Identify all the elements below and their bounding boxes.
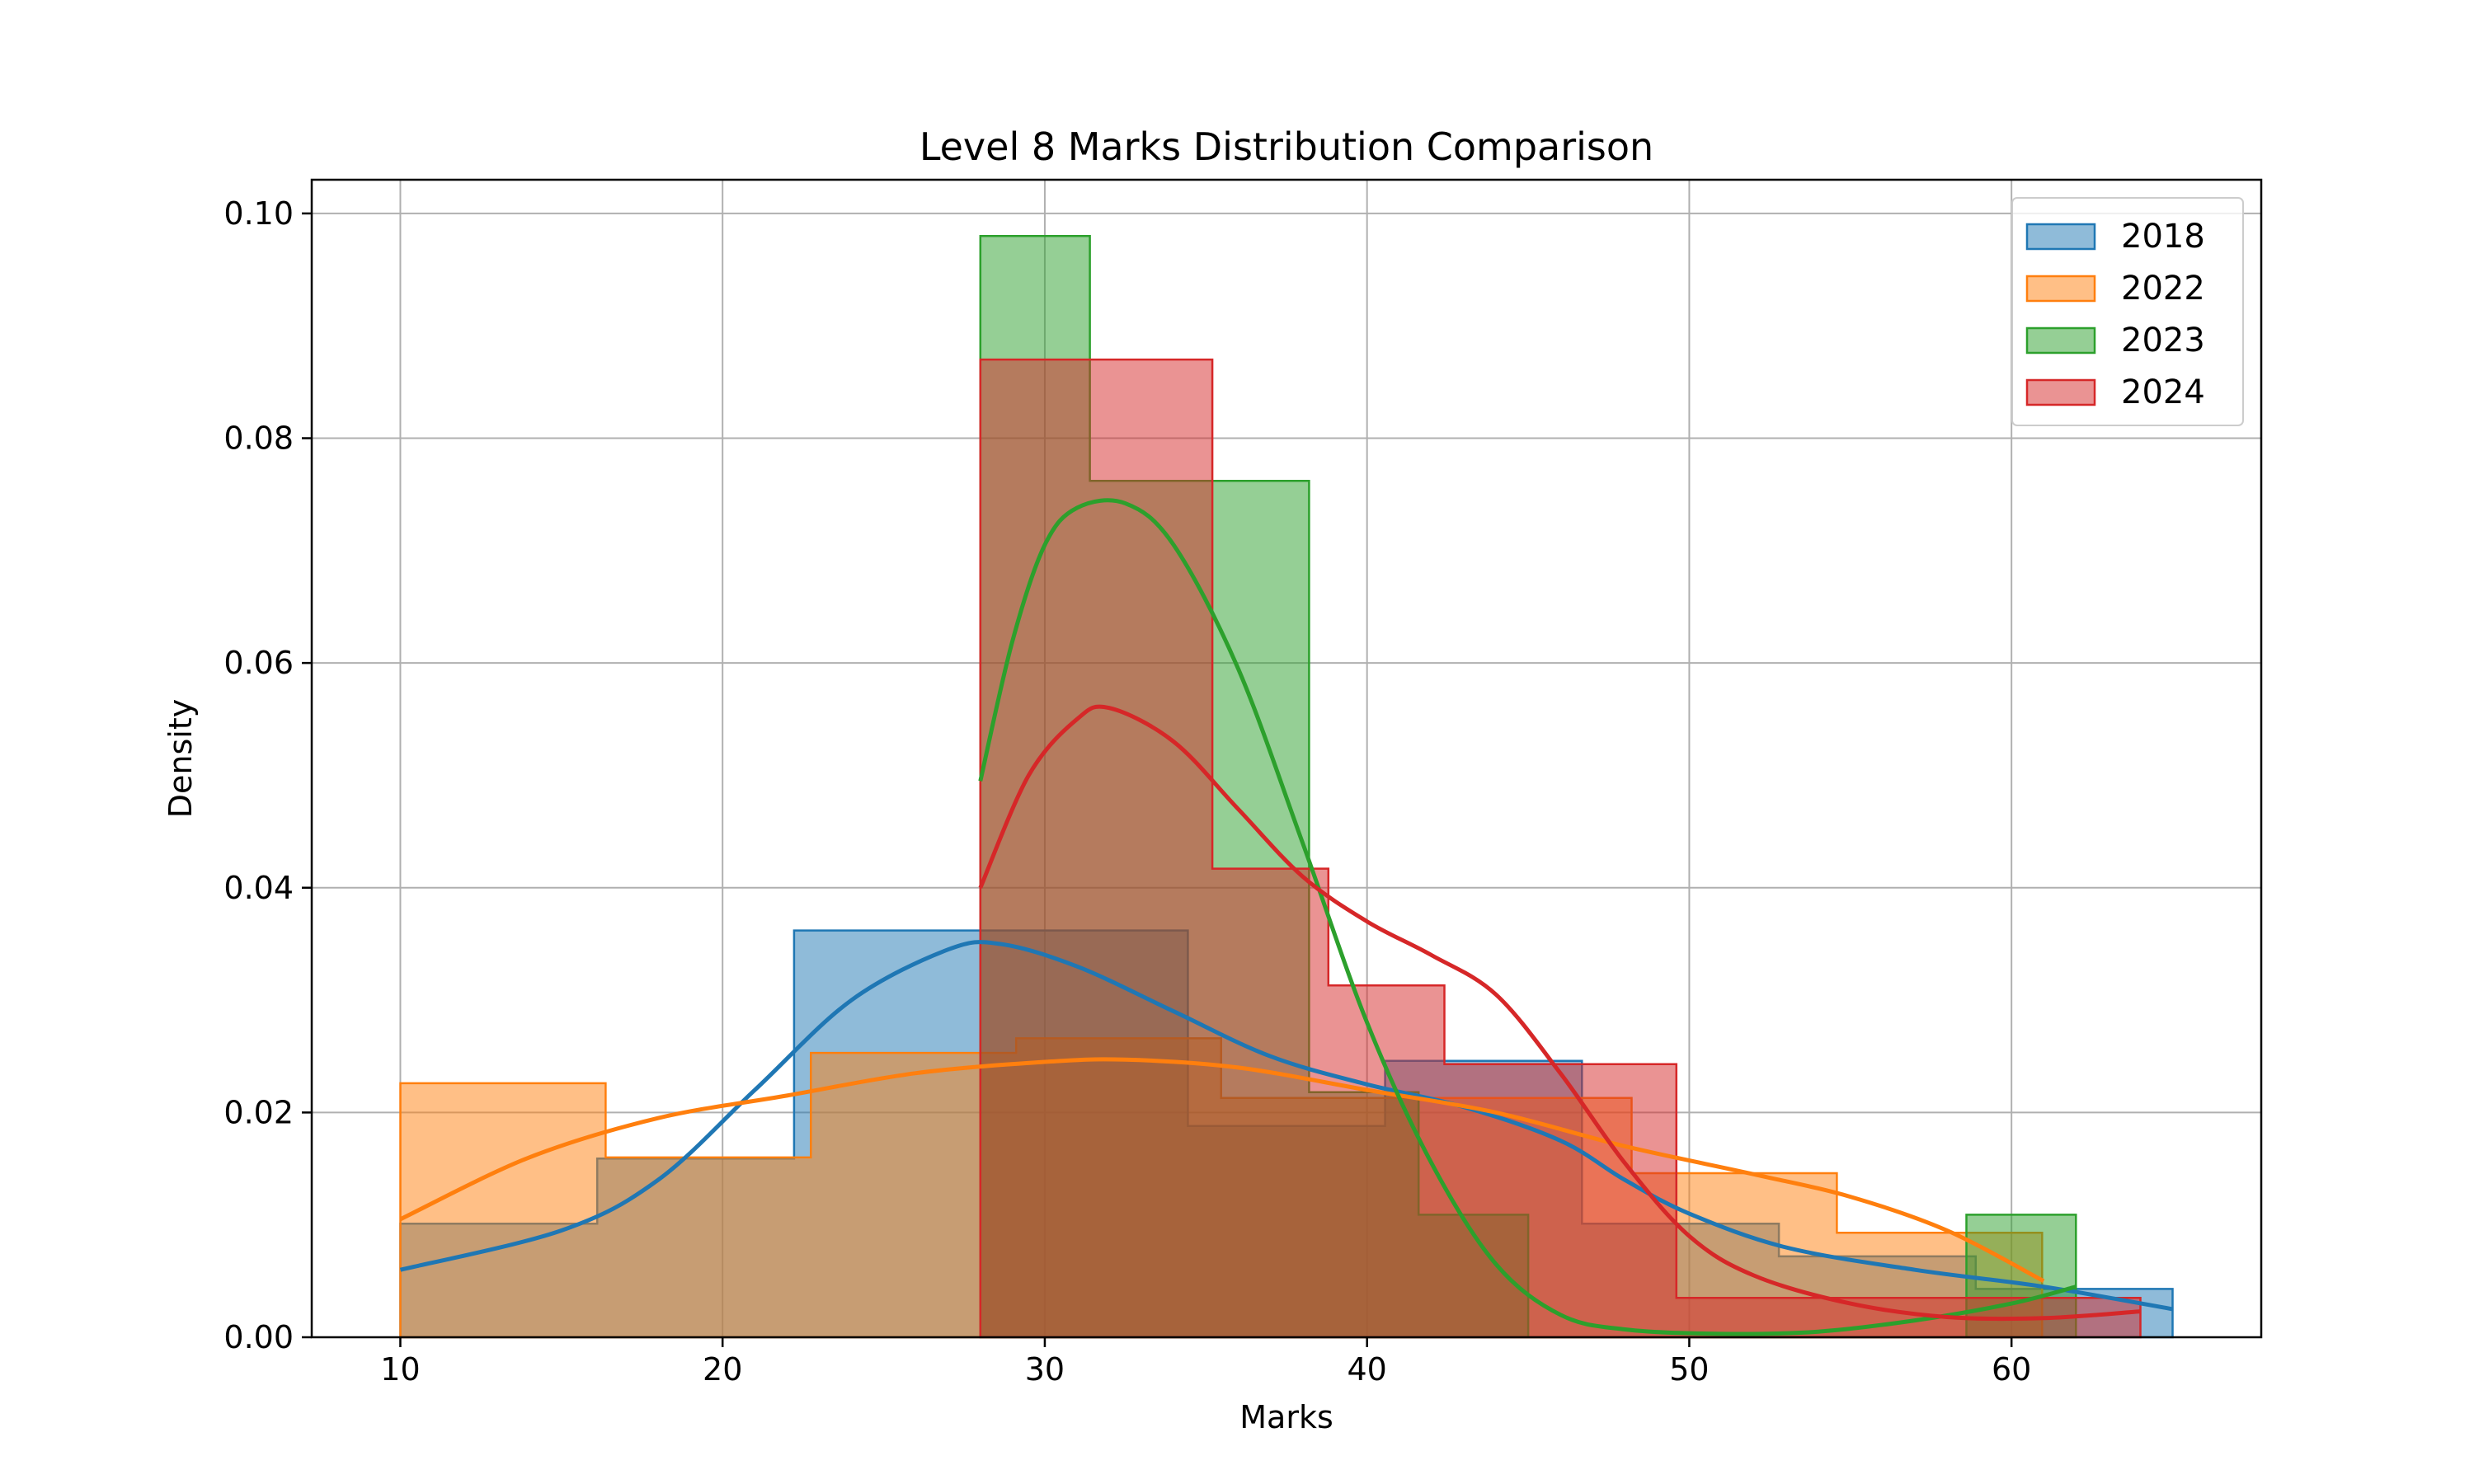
kde-line-2018 [399, 940, 2173, 1312]
chart-title: Level 8 Marks Distribution Comparison [920, 124, 1653, 169]
legend-swatch-2018 [2025, 223, 2096, 251]
x-tick-label: 30 [1025, 1351, 1065, 1388]
kde-line-2024 [978, 704, 2141, 1322]
y-tick-label: 0.04 [223, 870, 294, 906]
legend-box [2011, 197, 2244, 426]
legend-label-2023: 2023 [2121, 322, 2205, 359]
x-tick-label: 60 [1992, 1351, 2031, 1388]
series-2024-bars [979, 358, 2142, 1339]
x-axis-label: Marks [1239, 1399, 1333, 1435]
axis-ticks: 10 20 30 40 50 60 0.00 0.02 0.04 0.06 0.08 0.10 [223, 195, 2031, 1388]
legend-swatch-2023 [2025, 326, 2096, 355]
plot-frame [310, 178, 2263, 1339]
histogram-outline-2024 [979, 358, 2142, 1339]
y-tick-label: 0.08 [223, 420, 294, 457]
y-tick-label: 0.00 [223, 1319, 294, 1355]
legend-swatch-2022 [2025, 275, 2096, 303]
legend-label-2018: 2018 [2121, 218, 2205, 256]
x-tick-label: 20 [703, 1351, 742, 1388]
legend-swatch-2024 [2025, 378, 2096, 406]
kde-line-2022 [399, 1057, 2045, 1284]
y-axis-label: Density [162, 699, 199, 818]
y-tick-label: 0.10 [223, 195, 294, 232]
legend: 2018 2022 2023 2024 [2011, 197, 2244, 426]
kde-line-2023 [978, 498, 2077, 1336]
x-tick-label: 40 [1348, 1351, 1387, 1388]
x-tick-label: 50 [1669, 1351, 1709, 1388]
x-tick-label: 10 [380, 1351, 420, 1388]
kde-curves [399, 498, 2173, 1336]
y-tick-label: 0.02 [223, 1094, 294, 1130]
y-tick-label: 0.06 [223, 645, 294, 681]
histogram-fill-2024 [980, 359, 2141, 1338]
legend-label-2024: 2024 [2121, 373, 2205, 411]
legend-label-2022: 2022 [2121, 270, 2205, 308]
histogram-bars [399, 234, 2174, 1339]
